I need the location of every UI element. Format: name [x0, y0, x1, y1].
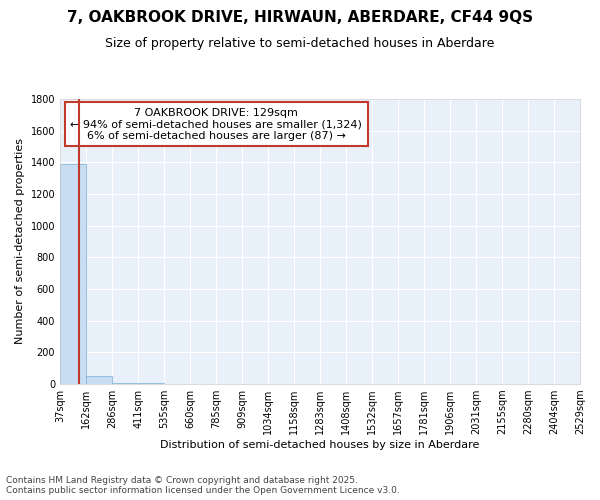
Bar	[112, 382, 138, 384]
Y-axis label: Number of semi-detached properties: Number of semi-detached properties	[15, 138, 25, 344]
Bar	[60, 164, 86, 384]
Bar	[86, 376, 112, 384]
Text: 7 OAKBROOK DRIVE: 129sqm
← 94% of semi-detached houses are smaller (1,324)
6% of: 7 OAKBROOK DRIVE: 129sqm ← 94% of semi-d…	[70, 108, 362, 140]
Text: Size of property relative to semi-detached houses in Aberdare: Size of property relative to semi-detach…	[106, 38, 494, 51]
X-axis label: Distribution of semi-detached houses by size in Aberdare: Distribution of semi-detached houses by …	[160, 440, 480, 450]
Text: Contains HM Land Registry data © Crown copyright and database right 2025.
Contai: Contains HM Land Registry data © Crown c…	[6, 476, 400, 495]
Text: 7, OAKBROOK DRIVE, HIRWAUN, ABERDARE, CF44 9QS: 7, OAKBROOK DRIVE, HIRWAUN, ABERDARE, CF…	[67, 10, 533, 25]
